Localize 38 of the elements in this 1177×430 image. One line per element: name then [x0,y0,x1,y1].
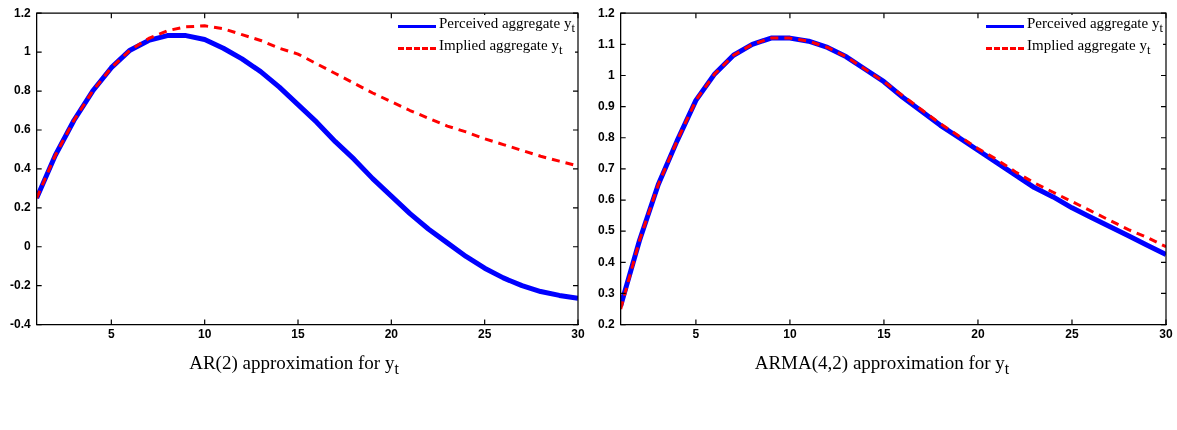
y-tick-label: 1 [607,67,615,82]
y-tick-label: 0.5 [597,223,615,238]
y-tick-label: 0.8 [597,130,615,145]
x-tick-label: 25 [477,327,492,342]
x-tick-label: 25 [1065,327,1079,342]
legend-label: Implied aggregate y$_{t}$ [1027,37,1151,60]
y-tick-label: 0.6 [597,192,615,207]
y-tick-label: 0.6 [13,122,31,137]
x-tick-label: 20 [971,327,985,342]
y-tick-label: -0.2 [9,277,31,292]
x-tick-label: 30 [1159,327,1173,342]
y-tick-label: 1.1 [597,36,615,51]
y-tick-label: 0.4 [13,161,31,176]
y-tick-label: 1.2 [597,5,615,20]
y-tick-label: 1.2 [13,5,31,20]
x-tick-label: 15 [877,327,891,342]
x-tick-label: 15 [291,327,305,342]
x-axis-title: AR(2) approximation for y$_{t}$ [188,352,400,378]
y-tick-label: -0.4 [9,316,31,331]
y-tick-label: 0.9 [597,98,615,113]
x-tick-label: 20 [384,327,399,342]
y-tick-label: 0.7 [597,161,615,176]
y-tick-label: 0.2 [597,316,615,331]
y-tick-label: 0.2 [13,200,31,215]
y-tick-label: 0.4 [597,254,615,269]
x-tick-label: 5 [692,327,700,342]
y-tick-label: 1 [23,44,31,59]
x-axis-title: ARMA(4,2) approximation for y$_{t}$ [753,352,1011,378]
x-tick-label: 5 [108,327,115,342]
y-tick-label: 0.8 [13,83,31,98]
y-tick-label: 0 [23,239,31,254]
y-tick-label: 0.3 [597,285,615,300]
legend-label: Perceived aggregate y$_{t}$ [1027,15,1163,38]
x-tick-label: 10 [197,327,212,342]
x-tick-label: 10 [783,327,797,342]
legend-label: Perceived aggregate y$_{t}$ [439,15,575,38]
legend-label: Implied aggregate y$_{t}$ [439,37,563,60]
x-tick-label: 30 [571,327,585,342]
